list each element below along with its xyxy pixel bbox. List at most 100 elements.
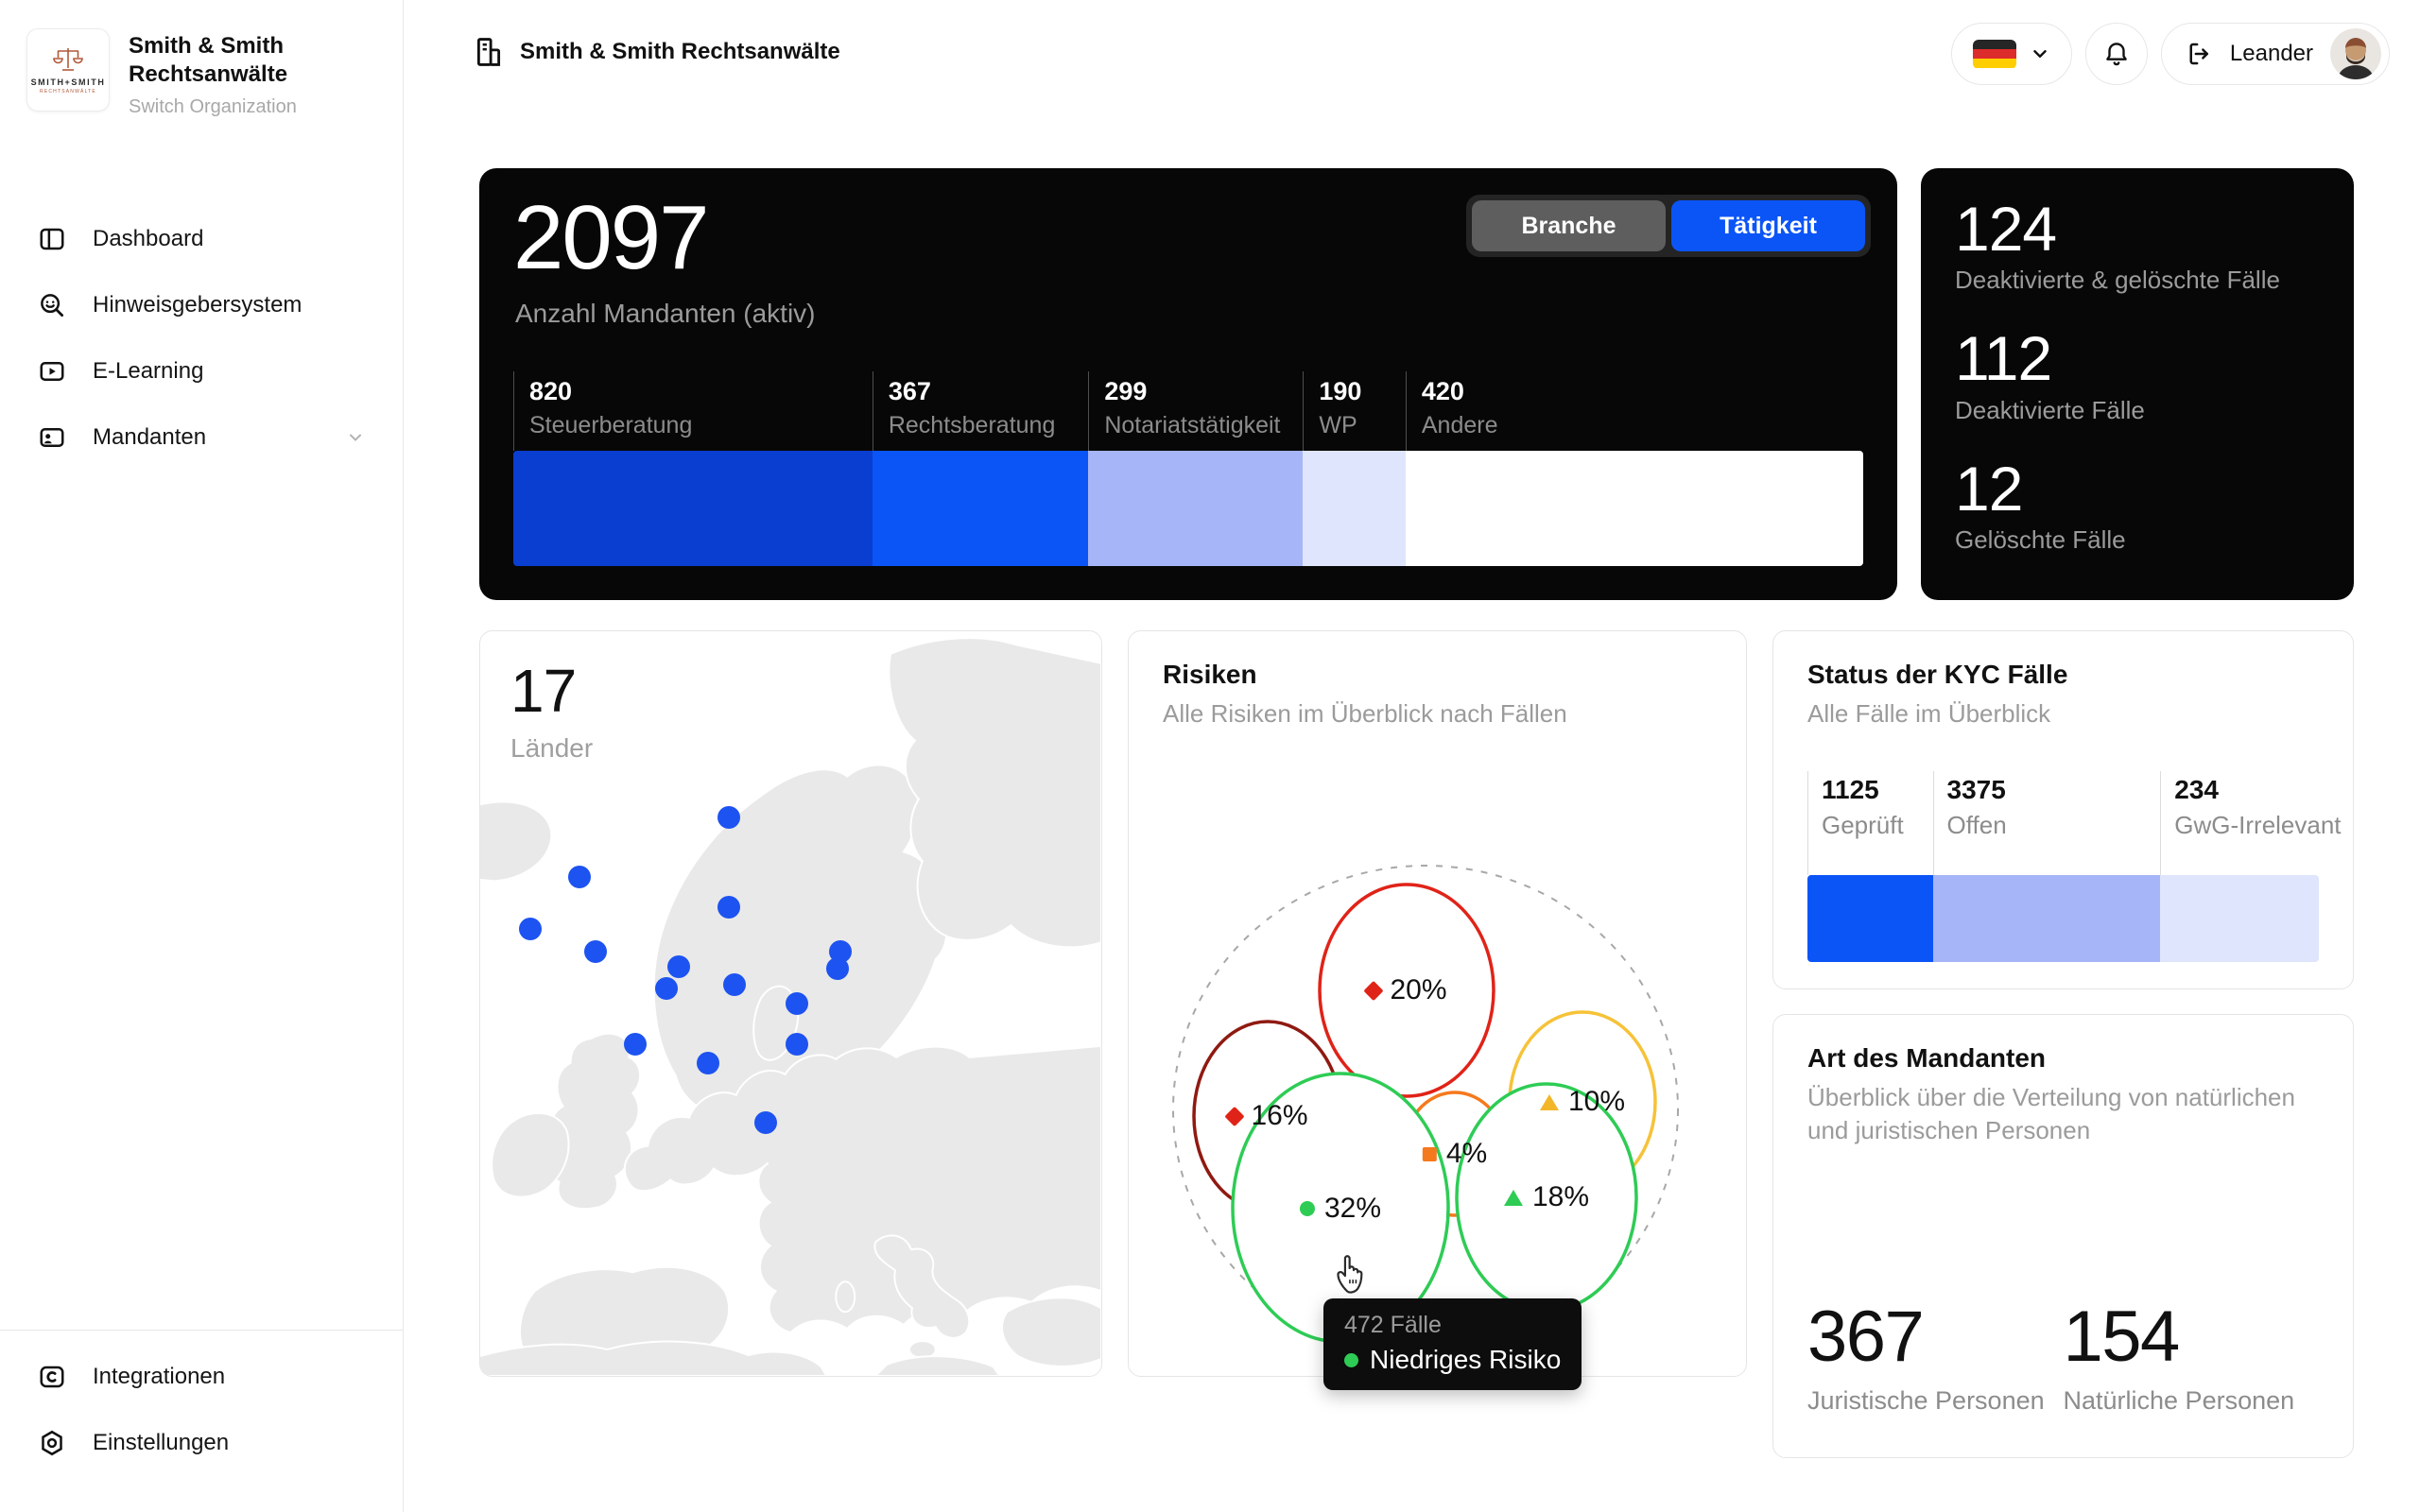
map-country-dot[interactable]: [723, 973, 747, 997]
logo-subtext: RECHTSANWÄLTE: [40, 89, 96, 94]
user-menu[interactable]: Leander: [2160, 23, 2390, 85]
play-icon: [40, 362, 64, 381]
risk-label-16: 16%: [1224, 1100, 1308, 1132]
map-country-dot[interactable]: [786, 992, 809, 1015]
sidebar-item-integrationen[interactable]: Integrationen: [0, 1344, 403, 1410]
bar-segment-wp[interactable]: [1303, 451, 1406, 566]
sidebar-item-label: Dashboard: [93, 226, 204, 251]
segment-label: 190 WP: [1303, 371, 1406, 451]
stat-geloeschte: 12 Gelöschte Fälle: [1955, 453, 2126, 554]
notifications-button[interactable]: [2084, 23, 2148, 85]
sidebar-nav: Dashboard Hinweisgebersystem E-Learning: [0, 206, 403, 471]
taetigkeit-toggle-button[interactable]: Tätigkeit: [1671, 200, 1865, 251]
sidebar-item-label: Einstellungen: [93, 1430, 230, 1455]
kyc-status-card: Status der KYC Fälle Alle Fälle im Überb…: [1772, 630, 2354, 989]
europe-map: [480, 637, 1101, 1376]
stacked-bar-chart[interactable]: [513, 451, 1863, 566]
risk-boundary-circle: [1172, 865, 1679, 1354]
tooltip-case-count: 472 Fälle: [1344, 1312, 1442, 1338]
map-country-dot[interactable]: [518, 918, 542, 941]
org-name: Smith & Smith Rechtsanwälte: [129, 33, 288, 87]
clients-icon: [40, 428, 64, 447]
bar-segment-steuerberatung[interactable]: [513, 451, 873, 566]
map-country-dot[interactable]: [667, 954, 691, 978]
faelle-card: 124 Deaktivierte & gelöschte Fälle 112 D…: [1921, 168, 2354, 600]
segment-label: 420 Andere: [1405, 371, 1863, 451]
segment-label: 820 Steuerberatung: [513, 371, 873, 451]
mandanten-count: 2097: [513, 187, 710, 288]
map-country-dot[interactable]: [786, 1033, 809, 1057]
logout-icon: [2189, 43, 2208, 65]
kyc-bar-labels: 1125 Geprüft 3375 Offen 234 GwG-Irrelevant: [1807, 771, 2342, 875]
page-title: Smith & Smith Rechtsanwälte: [520, 39, 840, 64]
map-country-dot[interactable]: [826, 956, 850, 980]
risk-bubble-chart: 20% 16% 10% 4% 32% 18%: [1129, 631, 1746, 1390]
sidebar-item-elearning[interactable]: E-Learning: [0, 338, 403, 404]
sidebar-item-dashboard[interactable]: Dashboard: [0, 206, 403, 272]
laender-map-card: 17 Länder: [479, 630, 1102, 1377]
map-country-dot[interactable]: [655, 977, 679, 1001]
org-switcher[interactable]: SMITH+SMITH RECHTSANWÄLTE Smith & Smith …: [0, 0, 403, 146]
building-icon: [476, 38, 501, 66]
hand-cursor-icon: [1337, 1255, 1363, 1294]
sidebar-bottom-nav: Integrationen Einstellungen: [0, 1330, 403, 1476]
risiken-subtitle: Alle Risiken im Überblick nach Fällen: [1163, 699, 1567, 728]
diamond-marker-icon: [1363, 980, 1384, 1001]
risiken-card: Risiken Alle Risiken im Überblick nach F…: [1128, 630, 1747, 1390]
bar-segment-rechtsberatung[interactable]: [872, 451, 1089, 566]
segment-label: 367 Rechtsberatung: [872, 371, 1088, 451]
kyc-bar-chart[interactable]: [1807, 875, 2319, 962]
map-country-dot[interactable]: [697, 1052, 720, 1075]
switch-organization-link[interactable]: Switch Organization: [129, 96, 297, 117]
sidebar-item-mandanten[interactable]: Mandanten: [0, 404, 403, 471]
top-bar: Smith & Smith Rechtsanwälte: [404, 0, 2420, 108]
map-country-dot[interactable]: [717, 895, 740, 919]
sidebar-item-label: Hinweisgebersystem: [93, 292, 302, 318]
map-country-dot[interactable]: [583, 939, 607, 963]
laender-label: Länder: [510, 733, 594, 763]
bar-segment-geprueft[interactable]: [1807, 875, 1933, 962]
mandanten-count-label: Anzahl Mandanten (aktiv): [515, 299, 816, 328]
panel-icon: [40, 228, 64, 250]
sidebar-item-label: Mandanten: [93, 424, 207, 450]
language-selector[interactable]: [1950, 23, 2072, 85]
logo-wordmark: SMITH+SMITH: [30, 77, 106, 87]
bar-segment-offen[interactable]: [1932, 875, 2161, 962]
segment-label: 3375 Offen: [1932, 771, 2161, 875]
triangle-marker-icon: [1539, 1093, 1559, 1110]
risk-label-32: 32%: [1299, 1193, 1381, 1225]
risk-label-4: 4%: [1422, 1138, 1487, 1170]
map-country-dot[interactable]: [624, 1033, 648, 1057]
stat-juristische-personen: 367 Juristische Personen: [1807, 1297, 2045, 1416]
tooltip-risk-label: Niedriges Risiko: [1370, 1345, 1562, 1374]
map-country-dot[interactable]: [754, 1111, 778, 1135]
german-flag-icon: [1972, 39, 2016, 69]
risiken-title: Risiken: [1163, 660, 1257, 689]
diamond-marker-icon: [1224, 1106, 1245, 1126]
sidebar-item-label: E-Learning: [93, 358, 204, 384]
risk-label-18: 18%: [1503, 1181, 1589, 1213]
kyc-subtitle: Alle Fälle im Überblick: [1807, 699, 2051, 728]
segment-label: 1125 Geprüft: [1807, 771, 1933, 875]
scales-icon: [53, 48, 83, 71]
segment-label: 234 GwG-Irrelevant: [2160, 771, 2342, 875]
map-country-dot[interactable]: [568, 866, 592, 889]
risk-tooltip: 472 Fälle Niedriges Risiko: [1323, 1298, 1582, 1390]
risk-label-20: 20%: [1363, 974, 1447, 1006]
triangle-marker-icon: [1503, 1189, 1523, 1206]
art-subtitle: Überblick über die Verteilung von natürl…: [1807, 1083, 2295, 1145]
green-dot-icon: [1344, 1352, 1358, 1367]
map-country-dot[interactable]: [717, 806, 740, 829]
bar-segment-gwg-irrelevant[interactable]: [2160, 875, 2319, 962]
avatar: [2330, 28, 2381, 79]
laender-count: 17: [510, 657, 577, 725]
bar-segment-notariatstaetigkeit[interactable]: [1088, 451, 1304, 566]
sidebar-item-einstellungen[interactable]: Einstellungen: [0, 1410, 403, 1476]
sidebar-item-hinweisgebersystem[interactable]: Hinweisgebersystem: [0, 272, 403, 338]
risk-bubble-20[interactable]: [1318, 883, 1495, 1098]
bar-segment-andere[interactable]: [1405, 451, 1863, 566]
branche-toggle-button[interactable]: Branche: [1472, 200, 1666, 251]
org-logo: SMITH+SMITH RECHTSANWÄLTE: [26, 28, 110, 112]
risk-label-10: 10%: [1539, 1086, 1625, 1118]
